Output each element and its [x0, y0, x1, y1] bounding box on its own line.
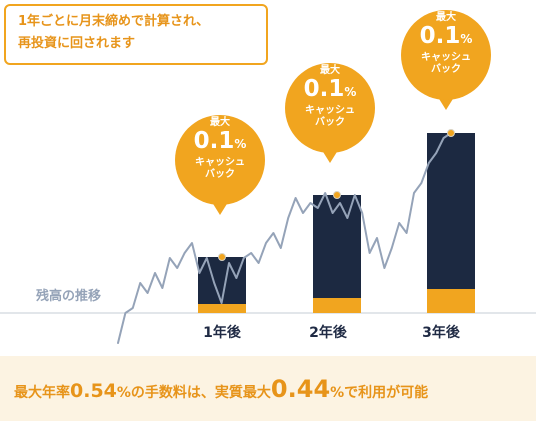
year-label-3: 3年後	[422, 325, 460, 341]
bars-layer	[198, 133, 475, 313]
fee-rate-1: 0.54	[70, 380, 117, 402]
balance-trend-label: 残高の推移	[36, 289, 102, 304]
bubbles-layer	[175, 10, 491, 215]
cashback-bubble-2	[285, 63, 375, 153]
bubble-2-line2: バック	[315, 117, 345, 128]
bubble-1-line2: バック	[205, 169, 235, 180]
fee-part-2: %の手数料は、実質最大	[116, 385, 271, 401]
fee-rate-2: 0.44	[270, 375, 331, 403]
fee-statement: 最大年率0.54%の手数料は、実質最大0.44%で利用が可能	[14, 374, 428, 404]
bubble-2-unit: %	[344, 85, 357, 99]
bubble-3-rate: 0.1	[419, 23, 461, 49]
bubble-1-rate: 0.1	[193, 128, 235, 154]
year-label-2: 2年後	[309, 325, 347, 341]
cashback-segment-3	[427, 289, 475, 313]
reinvest-note: 1年ごとに月末締めで計算され、 再投資に回されます	[4, 4, 268, 65]
bar-top-marker-3	[447, 129, 455, 137]
bubble-1-line1: キャッシュ	[195, 157, 245, 168]
cashback-segment-2	[313, 298, 361, 313]
note-line-2: 再投資に回されます	[18, 36, 136, 51]
balance-bar-2	[313, 195, 361, 298]
bubble-1-max: 最大	[210, 117, 230, 128]
bubble-3-max: 最大	[436, 12, 456, 23]
bubble-2-max: 最大	[320, 65, 340, 76]
note-line-1: 1年ごとに月末締めで計算され、	[18, 14, 210, 29]
bubble-3-line1: キャッシュ	[421, 52, 471, 63]
markers-layer	[218, 129, 455, 261]
bubble-1-unit: %	[234, 137, 247, 151]
fee-part-3: %で利用が可能	[330, 385, 429, 401]
bubble-3-line2: バック	[431, 64, 461, 75]
year-label-1: 1年後	[203, 325, 241, 341]
bubble-3-value: 0.1%	[401, 24, 491, 52]
balance-bar-3	[427, 133, 475, 289]
bar-top-marker-1	[218, 253, 226, 261]
bar-top-marker-2	[333, 191, 341, 199]
bubble-2-line1: キャッシュ	[305, 105, 355, 116]
cashback-bubble-3	[401, 10, 491, 100]
fee-band	[0, 356, 536, 421]
fee-part-1: 最大年率	[14, 385, 70, 401]
cashback-bubble-3-text: 最大 0.1% キャッシュ バック	[401, 12, 491, 76]
cashback-bubble-1	[175, 115, 265, 205]
bubble-1-value: 0.1%	[175, 129, 265, 157]
cashback-bubble-2-text: 最大 0.1% キャッシュ バック	[285, 65, 375, 129]
balance-line	[117, 132, 452, 344]
bubble-2-value: 0.1%	[285, 77, 375, 105]
cashback-segment-1	[198, 304, 246, 313]
bubble-2-rate: 0.1	[303, 76, 345, 102]
bubble-3-unit: %	[460, 32, 473, 46]
cashback-bubble-1-text: 最大 0.1% キャッシュ バック	[175, 117, 265, 181]
